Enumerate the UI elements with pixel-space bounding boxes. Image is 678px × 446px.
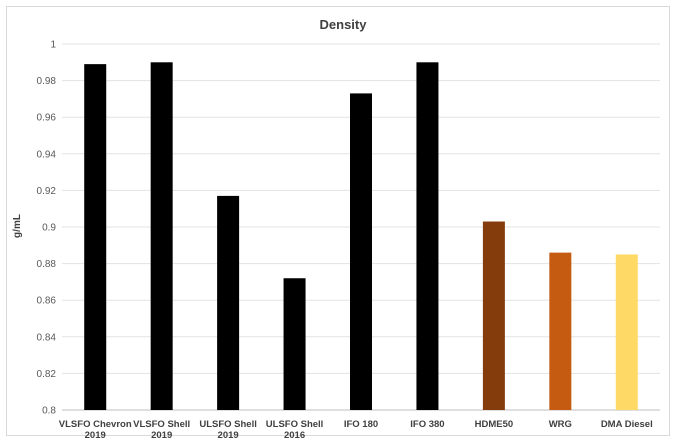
bar	[482, 221, 505, 410]
chart-title: Density	[320, 17, 368, 32]
x-category-label: 2019	[85, 430, 106, 441]
x-category-label: 2016	[284, 430, 305, 441]
x-category-label: VLSFO Chevron	[59, 419, 132, 430]
y-tick-label: 0.94	[37, 149, 57, 160]
y-tick-label: 0.86	[37, 296, 57, 307]
y-tick-label: 0.98	[37, 76, 57, 87]
bar	[217, 195, 240, 410]
bar	[350, 93, 372, 410]
y-tick-label: 0.82	[37, 369, 57, 380]
y-tick-label: 0.88	[37, 259, 57, 270]
x-category-label: 2019	[218, 430, 239, 441]
x-category-label: HDME50	[475, 419, 514, 430]
x-category-label: VLSFO Shell	[133, 419, 190, 430]
bar	[283, 278, 306, 410]
bar	[84, 64, 107, 410]
x-category-label: ULSFO Shell	[199, 419, 257, 430]
bar	[416, 62, 439, 411]
y-axis-title: g/mL	[12, 214, 23, 238]
x-category-label: IFO 180	[344, 419, 378, 430]
x-category-label: WRG	[549, 419, 572, 430]
bar	[615, 254, 638, 410]
y-tick-label: 0.84	[37, 332, 57, 343]
y-tick-label: 0.9	[42, 223, 56, 234]
x-category-label: 2019	[151, 430, 172, 441]
x-category-label: DMA Diesel	[601, 419, 653, 430]
y-tick-label: 1	[50, 40, 56, 51]
bar	[150, 62, 173, 411]
y-tick-labels: 0.8 0.82 0.84 0.86 0.88 0.9 0.92 0.94 0.96 0.98 1	[37, 40, 57, 417]
y-tick-label: 0.96	[37, 113, 57, 124]
bar	[549, 252, 572, 410]
x-category-label: IFO 380	[410, 419, 444, 430]
y-tick-label: 0.8	[42, 406, 56, 417]
bars	[84, 62, 638, 411]
y-tick-label: 0.92	[37, 186, 57, 197]
x-category-label: ULSFO Shell	[266, 419, 324, 430]
